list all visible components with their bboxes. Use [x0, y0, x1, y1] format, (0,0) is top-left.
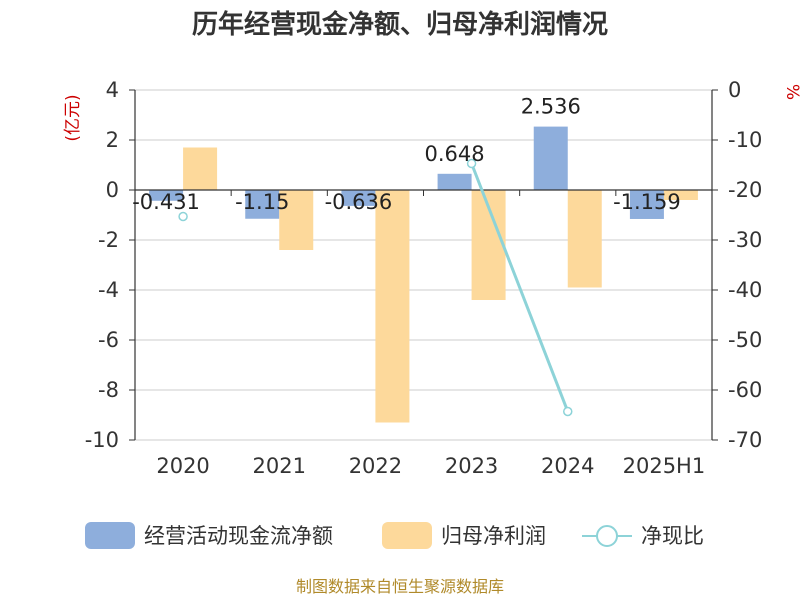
data-label-cashflow: 0.648: [425, 142, 485, 166]
bar-netprofit-2024[interactable]: [567, 190, 602, 288]
legend: 经营活动现金流净额 归母净利润 净现比: [85, 522, 704, 549]
axes: [129, 89, 718, 441]
right-tick-label: -30: [728, 228, 762, 252]
left-tick-label: -6: [98, 328, 119, 352]
data-label-cashflow: -0.431: [132, 190, 200, 214]
right-tick-label: 0: [728, 78, 741, 102]
x-tick-label: 2020: [156, 454, 209, 478]
x-tick-label: 2023: [445, 454, 498, 478]
data-label-cashflow: -1.159: [613, 190, 681, 214]
grid: [135, 89, 712, 441]
bar-netprofit-2025H1[interactable]: [663, 190, 698, 200]
bar-cashflow-2024[interactable]: [533, 126, 568, 190]
legend-label-cashflow: 经营活动现金流净额: [144, 524, 333, 548]
ratio-line-segment: [470, 162, 570, 413]
legend-label-netprofit: 归母净利润: [441, 524, 546, 548]
data-labels: -0.431 -1.15 -0.636 0.648 2.536 -1.159: [132, 95, 681, 214]
right-tick-label: -50: [728, 328, 762, 352]
bar-cashflow-2021[interactable]: [245, 190, 280, 219]
left-tick-label: -10: [85, 428, 119, 452]
ratio-line: [178, 158, 573, 417]
tick-labels: 4 2 0 -2 -4 -6 -8 -10 0 -10 -20 -30 -40 -50 -60 -70 2020…: [85, 78, 763, 478]
chart-title: 历年经营现金净额、归母净利润情况: [192, 9, 608, 40]
x-tick-label: 2025H1: [623, 454, 706, 478]
x-tick-label: 2021: [253, 454, 306, 478]
left-tick-label: 2: [106, 128, 119, 152]
left-tick-label: 4: [106, 78, 119, 102]
source-note: 制图数据来自恒生聚源数据库: [296, 577, 504, 596]
right-tick-label: -40: [728, 278, 762, 302]
left-tick-label: 0: [106, 178, 119, 202]
right-tick-label: -70: [728, 428, 762, 452]
left-tick-label: -8: [98, 378, 119, 402]
left-tick-label: -2: [98, 228, 119, 252]
right-tick-label: -20: [728, 178, 762, 202]
bar-netprofit-2020[interactable]: [183, 147, 218, 191]
ratio-point-2020[interactable]: [178, 211, 188, 222]
bar-cashflow-2020[interactable]: [149, 190, 184, 201]
data-label-cashflow: -0.636: [325, 190, 393, 214]
data-label-cashflow: -1.15: [235, 190, 289, 214]
right-tick-label: -60: [728, 378, 762, 402]
x-tick-label: 2024: [541, 454, 594, 478]
left-axis-unit: (亿元): [63, 94, 83, 141]
x-tick-label: 2022: [349, 454, 402, 478]
ratio-point-2024[interactable]: [563, 406, 573, 417]
bar-cashflow-2023[interactable]: [437, 173, 472, 190]
right-axis-unit: %: [782, 84, 800, 100]
bar-cashflow-2022[interactable]: [341, 190, 376, 206]
legend-swatch-cashflow: [85, 522, 135, 549]
bars: [149, 126, 698, 423]
left-tick-label: -4: [98, 278, 119, 302]
legend-marker-ratio: [596, 525, 618, 547]
legend-item-cashflow[interactable]: 经营活动现金流净额: [85, 522, 333, 549]
legend-swatch-netprofit: [382, 522, 432, 549]
legend-item-ratio[interactable]: 净现比: [582, 524, 704, 548]
bar-cashflow-2025H1[interactable]: [629, 190, 664, 219]
bar-netprofit-2021[interactable]: [279, 190, 314, 250]
ratio-point-2023[interactable]: [466, 158, 477, 169]
legend-item-netprofit[interactable]: 归母净利润: [382, 522, 546, 549]
data-label-cashflow: 2.536: [521, 95, 581, 119]
right-tick-label: -10: [728, 128, 762, 152]
bar-netprofit-2022[interactable]: [375, 190, 410, 423]
legend-label-ratio: 净现比: [641, 524, 704, 548]
